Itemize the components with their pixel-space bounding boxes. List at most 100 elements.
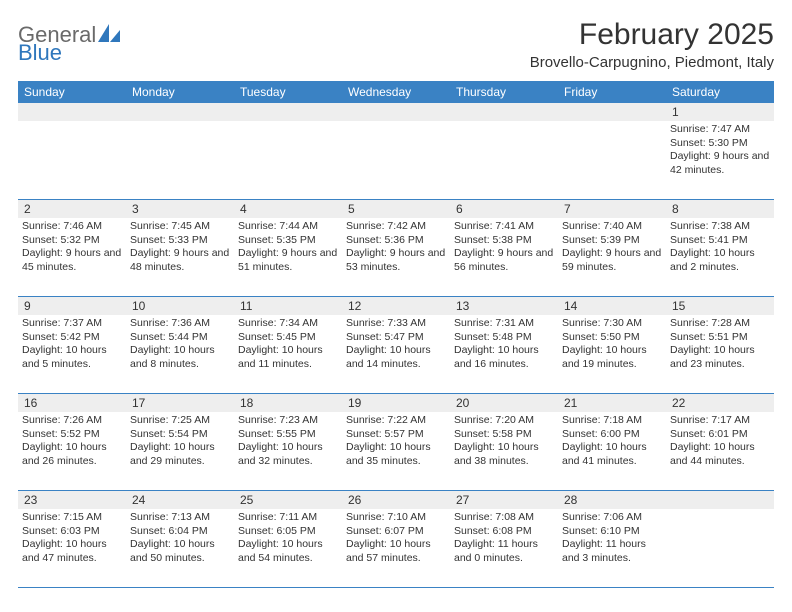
day-number: 22	[666, 394, 774, 412]
day-details: Sunrise: 7:30 AMSunset: 5:50 PMDaylight:…	[562, 315, 662, 372]
sunset-text: Sunset: 6:03 PM	[22, 525, 122, 539]
sunrise-text: Sunrise: 7:47 AM	[670, 123, 770, 137]
weekday-header: Thursday	[450, 81, 558, 103]
sunrise-text: Sunrise: 7:36 AM	[130, 317, 230, 331]
day-details: Sunrise: 7:41 AMSunset: 5:38 PMDaylight:…	[454, 218, 554, 275]
day-number	[450, 103, 558, 121]
weekday-header: Sunday	[18, 81, 126, 103]
calendar-page: General Blue February 2025 Brovello-Carp…	[0, 0, 792, 588]
day-number: 3	[126, 200, 234, 218]
week-divider	[18, 587, 774, 588]
sunrise-text: Sunrise: 7:37 AM	[22, 317, 122, 331]
day-number: 19	[342, 394, 450, 412]
day-number: 25	[234, 491, 342, 509]
sunrise-text: Sunrise: 7:33 AM	[346, 317, 446, 331]
sunset-text: Sunset: 6:07 PM	[346, 525, 446, 539]
day-cell: Sunrise: 7:22 AMSunset: 5:57 PMDaylight:…	[342, 412, 450, 490]
day-number: 21	[558, 394, 666, 412]
day-number: 11	[234, 297, 342, 315]
daylight-text: Daylight: 10 hours and 8 minutes.	[130, 344, 230, 371]
day-number: 26	[342, 491, 450, 509]
day-details: Sunrise: 7:22 AMSunset: 5:57 PMDaylight:…	[346, 412, 446, 469]
day-number-row: 9101112131415	[18, 297, 774, 315]
daylight-text: Daylight: 10 hours and 50 minutes.	[130, 538, 230, 565]
sunset-text: Sunset: 5:45 PM	[238, 331, 338, 345]
weekday-header: Monday	[126, 81, 234, 103]
sunrise-text: Sunrise: 7:22 AM	[346, 414, 446, 428]
weeks-container: 1 Sunrise: 7:47 AMSunset: 5:30 PM Daylight…	[18, 103, 774, 588]
week-row: Sunrise: 7:37 AMSunset: 5:42 PMDaylight:…	[18, 315, 774, 393]
weekday-header: Friday	[558, 81, 666, 103]
day-cell: Sunrise: 7:25 AMSunset: 5:54 PMDaylight:…	[126, 412, 234, 490]
calendar: SundayMondayTuesdayWednesdayThursdayFrid…	[18, 81, 774, 588]
day-cell: Sunrise: 7:30 AMSunset: 5:50 PMDaylight:…	[558, 315, 666, 393]
day-cell	[342, 121, 450, 199]
day-number: 12	[342, 297, 450, 315]
daylight-text: Daylight: 10 hours and 47 minutes.	[22, 538, 122, 565]
sunset-text: Sunset: 5:41 PM	[670, 234, 770, 248]
day-details: Sunrise: 7:13 AMSunset: 6:04 PMDaylight:…	[130, 509, 230, 566]
day-cell: Sunrise: 7:36 AMSunset: 5:44 PMDaylight:…	[126, 315, 234, 393]
week-row: Sunrise: 7:26 AMSunset: 5:52 PMDaylight:…	[18, 412, 774, 490]
daylight-text: Daylight: 10 hours and 26 minutes.	[22, 441, 122, 468]
day-details	[346, 121, 446, 123]
sunrise-text: Sunrise: 7:17 AM	[670, 414, 770, 428]
day-number: 10	[126, 297, 234, 315]
day-cell	[18, 121, 126, 199]
weekday-header-row: SundayMondayTuesdayWednesdayThursdayFrid…	[18, 81, 774, 103]
sunset-text: Sunset: 5:47 PM	[346, 331, 446, 345]
daylight-text: Daylight: 10 hours and 11 minutes.	[238, 344, 338, 371]
day-cell	[666, 509, 774, 587]
sunrise-text: Sunrise: 7:46 AM	[22, 220, 122, 234]
brand-word-2: Blue	[18, 40, 62, 65]
daylight-text: Daylight: 10 hours and 32 minutes.	[238, 441, 338, 468]
day-number: 27	[450, 491, 558, 509]
sunrise-text: Sunrise: 7:40 AM	[562, 220, 662, 234]
sunset-text: Sunset: 5:32 PM	[22, 234, 122, 248]
sunset-text: Sunset: 5:48 PM	[454, 331, 554, 345]
week-row: Sunrise: 7:46 AMSunset: 5:32 PM Daylight:…	[18, 218, 774, 296]
day-number: 23	[18, 491, 126, 509]
day-details: Sunrise: 7:33 AMSunset: 5:47 PMDaylight:…	[346, 315, 446, 372]
day-details: Sunrise: 7:20 AMSunset: 5:58 PMDaylight:…	[454, 412, 554, 469]
daylight-text: Daylight: 10 hours and 19 minutes.	[562, 344, 662, 371]
sunrise-text: Sunrise: 7:10 AM	[346, 511, 446, 525]
day-cell: Sunrise: 7:37 AMSunset: 5:42 PMDaylight:…	[18, 315, 126, 393]
day-cell: Sunrise: 7:15 AMSunset: 6:03 PMDaylight:…	[18, 509, 126, 587]
day-number	[342, 103, 450, 121]
day-details: Sunrise: 7:44 AMSunset: 5:35 PMDaylight:…	[238, 218, 338, 275]
sunrise-text: Sunrise: 7:44 AM	[238, 220, 338, 234]
day-cell: Sunrise: 7:40 AMSunset: 5:39 PMDaylight:…	[558, 218, 666, 296]
day-number	[666, 491, 774, 509]
daylight-text: Daylight: 10 hours and 35 minutes.	[346, 441, 446, 468]
day-details: Sunrise: 7:15 AMSunset: 6:03 PMDaylight:…	[22, 509, 122, 566]
day-number: 7	[558, 200, 666, 218]
day-details: Sunrise: 7:31 AMSunset: 5:48 PMDaylight:…	[454, 315, 554, 372]
sunrise-text: Sunrise: 7:11 AM	[238, 511, 338, 525]
daylight-text: Daylight: 10 hours and 54 minutes.	[238, 538, 338, 565]
day-details: Sunrise: 7:37 AMSunset: 5:42 PMDaylight:…	[22, 315, 122, 372]
day-details: Sunrise: 7:46 AMSunset: 5:32 PMDaylight:…	[22, 218, 122, 275]
sunset-text: Sunset: 5:30 PM	[670, 137, 770, 151]
day-cell: Sunrise: 7:34 AMSunset: 5:45 PMDaylight:…	[234, 315, 342, 393]
day-details: Sunrise: 7:34 AMSunset: 5:45 PMDaylight:…	[238, 315, 338, 372]
daylight-text: Daylight: 9 hours and 48 minutes.	[130, 247, 230, 274]
day-number: 8	[666, 200, 774, 218]
sunset-text: Sunset: 5:58 PM	[454, 428, 554, 442]
weekday-header: Wednesday	[342, 81, 450, 103]
day-cell: Sunrise: 7:23 AMSunset: 5:55 PMDaylight:…	[234, 412, 342, 490]
day-cell: Sunrise: 7:33 AMSunset: 5:47 PMDaylight:…	[342, 315, 450, 393]
day-cell: Sunrise: 7:45 AMSunset: 5:33 PMDaylight:…	[126, 218, 234, 296]
daylight-text: Daylight: 10 hours and 5 minutes.	[22, 344, 122, 371]
day-cell: Sunrise: 7:17 AMSunset: 6:01 PMDaylight:…	[666, 412, 774, 490]
day-number: 13	[450, 297, 558, 315]
day-number: 20	[450, 394, 558, 412]
sunset-text: Sunset: 6:01 PM	[670, 428, 770, 442]
day-number-row: 2345678	[18, 200, 774, 218]
daylight-text: Daylight: 11 hours and 0 minutes.	[454, 538, 554, 565]
sunrise-text: Sunrise: 7:34 AM	[238, 317, 338, 331]
day-cell: Sunrise: 7:44 AMSunset: 5:35 PMDaylight:…	[234, 218, 342, 296]
day-cell: Sunrise: 7:08 AMSunset: 6:08 PMDaylight:…	[450, 509, 558, 587]
sail-icon	[98, 24, 120, 46]
day-number-row: 1	[18, 103, 774, 121]
